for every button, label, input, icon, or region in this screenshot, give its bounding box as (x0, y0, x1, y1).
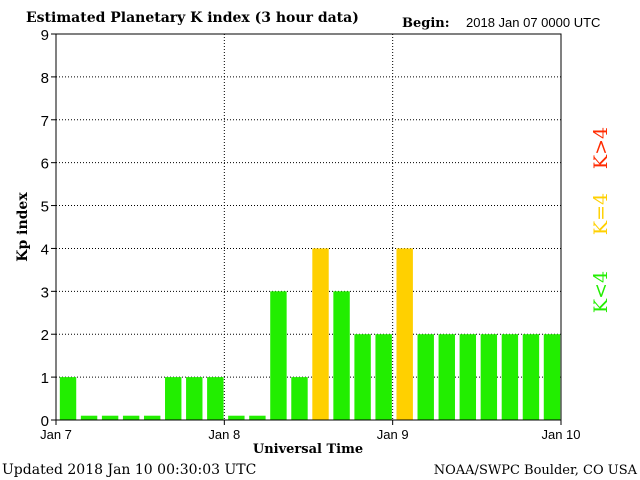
y-tick-label: 6 (41, 156, 49, 173)
kp-bar (228, 415, 245, 420)
kp-bar (333, 291, 350, 420)
y-tick-label: 0 (41, 413, 49, 430)
plot-frame (55, 33, 562, 421)
kp-bar (459, 334, 477, 420)
chart-title: Estimated Planetary K index (3 hour data… (26, 10, 359, 26)
grid-lines (56, 34, 561, 420)
legend-item-low: K<4 (590, 271, 612, 313)
kp-bar (186, 377, 203, 420)
kp-bar (122, 415, 140, 420)
kp-bar (438, 334, 455, 420)
kp-bar (543, 334, 561, 420)
data-source: NOAA/SWPC Boulder, CO USA (434, 463, 638, 478)
x-axis-label: Universal Time (253, 442, 363, 457)
y-axis-label: Kp index (15, 192, 31, 262)
kp-bar (480, 334, 498, 420)
updated-timestamp: Updated 2018 Jan 10 00:30:03 UTC (2, 462, 256, 478)
kp-bar (375, 334, 392, 420)
kp-bar (207, 377, 224, 420)
kp-bar (59, 377, 77, 420)
x-tick-label: Jan 10 (541, 427, 580, 442)
y-tick-label: 8 (41, 70, 49, 87)
kp-bar (249, 415, 266, 420)
legend-item-high: K>4 (590, 127, 612, 169)
x-ticks: Jan 7 Jan 8 Jan 9 Jan 10 (40, 420, 581, 442)
kp-bar (291, 377, 308, 420)
y-tick-label: 4 (41, 241, 49, 258)
y-tick-label: 5 (41, 199, 49, 216)
y-tick-label: 7 (41, 113, 49, 130)
y-tick-label: 2 (41, 327, 49, 344)
begin-value: 2018 Jan 07 0000 UTC (466, 15, 600, 30)
legend-item-equal: K=4 (590, 193, 612, 235)
kp-bar (165, 377, 182, 420)
kp-bar (143, 415, 161, 420)
x-tick-label: Jan 9 (377, 427, 409, 442)
kp-bar (270, 291, 287, 420)
y-ticks: 0 1 2 3 4 5 6 7 8 9 (41, 27, 56, 430)
kp-bar (101, 415, 119, 420)
begin-label: Begin: (402, 16, 450, 31)
kp-bar (354, 334, 371, 420)
y-tick-label: 9 (41, 27, 49, 44)
kp-bar (522, 334, 540, 420)
kp-bar (396, 248, 413, 420)
x-tick-label: Jan 8 (208, 427, 240, 442)
kp-bar (312, 248, 329, 420)
kp-bar (80, 415, 98, 420)
x-tick-label: Jan 7 (40, 427, 72, 442)
kp-bar (417, 334, 434, 420)
y-tick-label: 3 (41, 284, 49, 301)
bars (59, 248, 561, 420)
kp-bar (501, 334, 519, 420)
legend: K>4 K=4 K<4 (590, 127, 612, 313)
y-tick-label: 1 (41, 370, 49, 387)
